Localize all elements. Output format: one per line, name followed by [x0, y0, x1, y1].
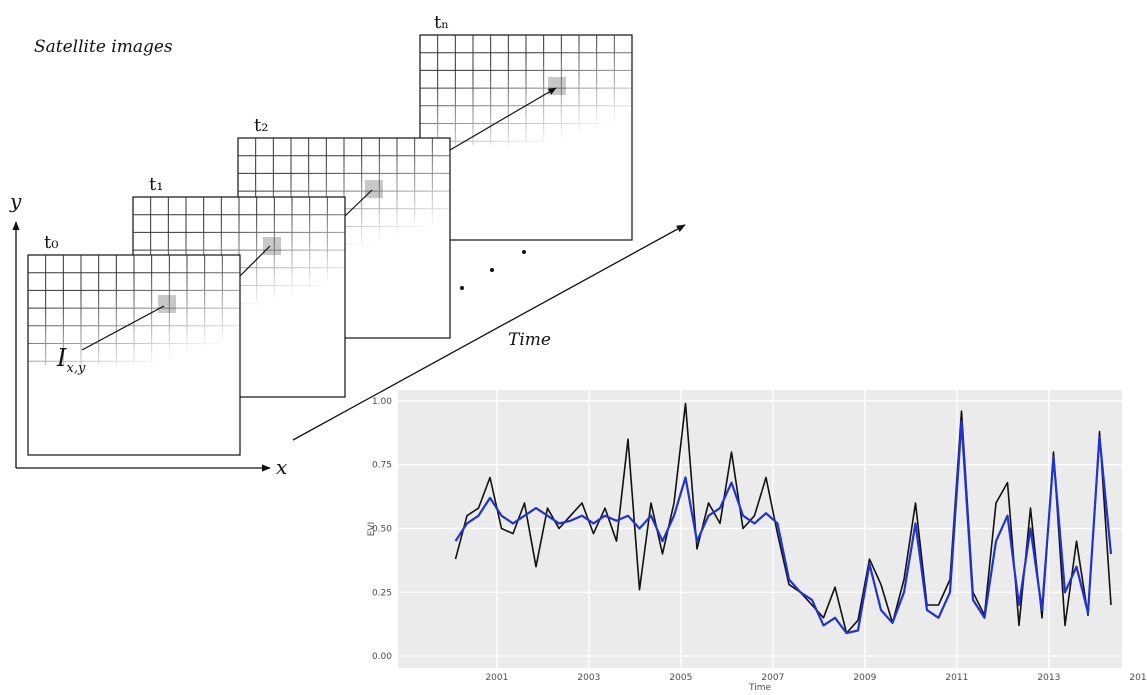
series-line [454, 420, 1113, 635]
frame-label: tₙ [434, 12, 449, 33]
x-axis-label: x [276, 455, 287, 479]
y-axis-title: EVI [367, 522, 377, 537]
x-tick-label: 2003 [577, 673, 600, 683]
frame-label: t₀ [44, 232, 58, 253]
diagram-title: Satellite images [34, 37, 173, 57]
y-tick-label: 0.50 [372, 524, 392, 534]
y-tick-label: 0.25 [372, 588, 392, 598]
ellipsis-dot [490, 268, 494, 272]
pixel-cell [548, 77, 566, 95]
pixel-track [81, 87, 557, 351]
y-tick-label: 1.00 [372, 397, 392, 407]
x-tick-label: 2009 [853, 673, 876, 683]
x-tick-label: 2015 [1129, 673, 1147, 683]
x-tick-label: 2007 [761, 673, 784, 683]
x-tick-label: 2001 [485, 673, 508, 683]
pixel-subscript: x,y [66, 361, 85, 376]
x-tick-label: 2013 [1037, 673, 1060, 683]
grid [28, 255, 240, 365]
grid [420, 35, 632, 145]
pixel-cell [158, 295, 176, 313]
ellipsis-dot [460, 286, 464, 290]
pixel-cell [263, 237, 281, 255]
y-tick-label: 0.75 [372, 461, 392, 471]
frame-label: t₂ [254, 115, 268, 136]
x-tick-label: 2011 [945, 673, 968, 683]
x-tick-label: 2005 [669, 673, 692, 683]
frames: tₙ t₂ t₁ t₀ [27, 12, 633, 456]
time-label: Time [508, 330, 551, 350]
pixel-symbol: I [56, 344, 67, 372]
chart: 0.00 0.25 0.50 0.75 1.00 2001 2003 2005 2007 2009… [367, 390, 1147, 693]
y-axis-label: y [9, 189, 22, 213]
time-arrow [292, 224, 686, 441]
pixel-label: Ix,y [56, 344, 86, 376]
ellipsis-dot [522, 250, 526, 254]
pixel-cell [365, 180, 383, 198]
y-tick-label: 0.00 [372, 652, 392, 662]
frame-label: t₁ [149, 174, 163, 195]
x-axis-title: Time [748, 683, 771, 693]
